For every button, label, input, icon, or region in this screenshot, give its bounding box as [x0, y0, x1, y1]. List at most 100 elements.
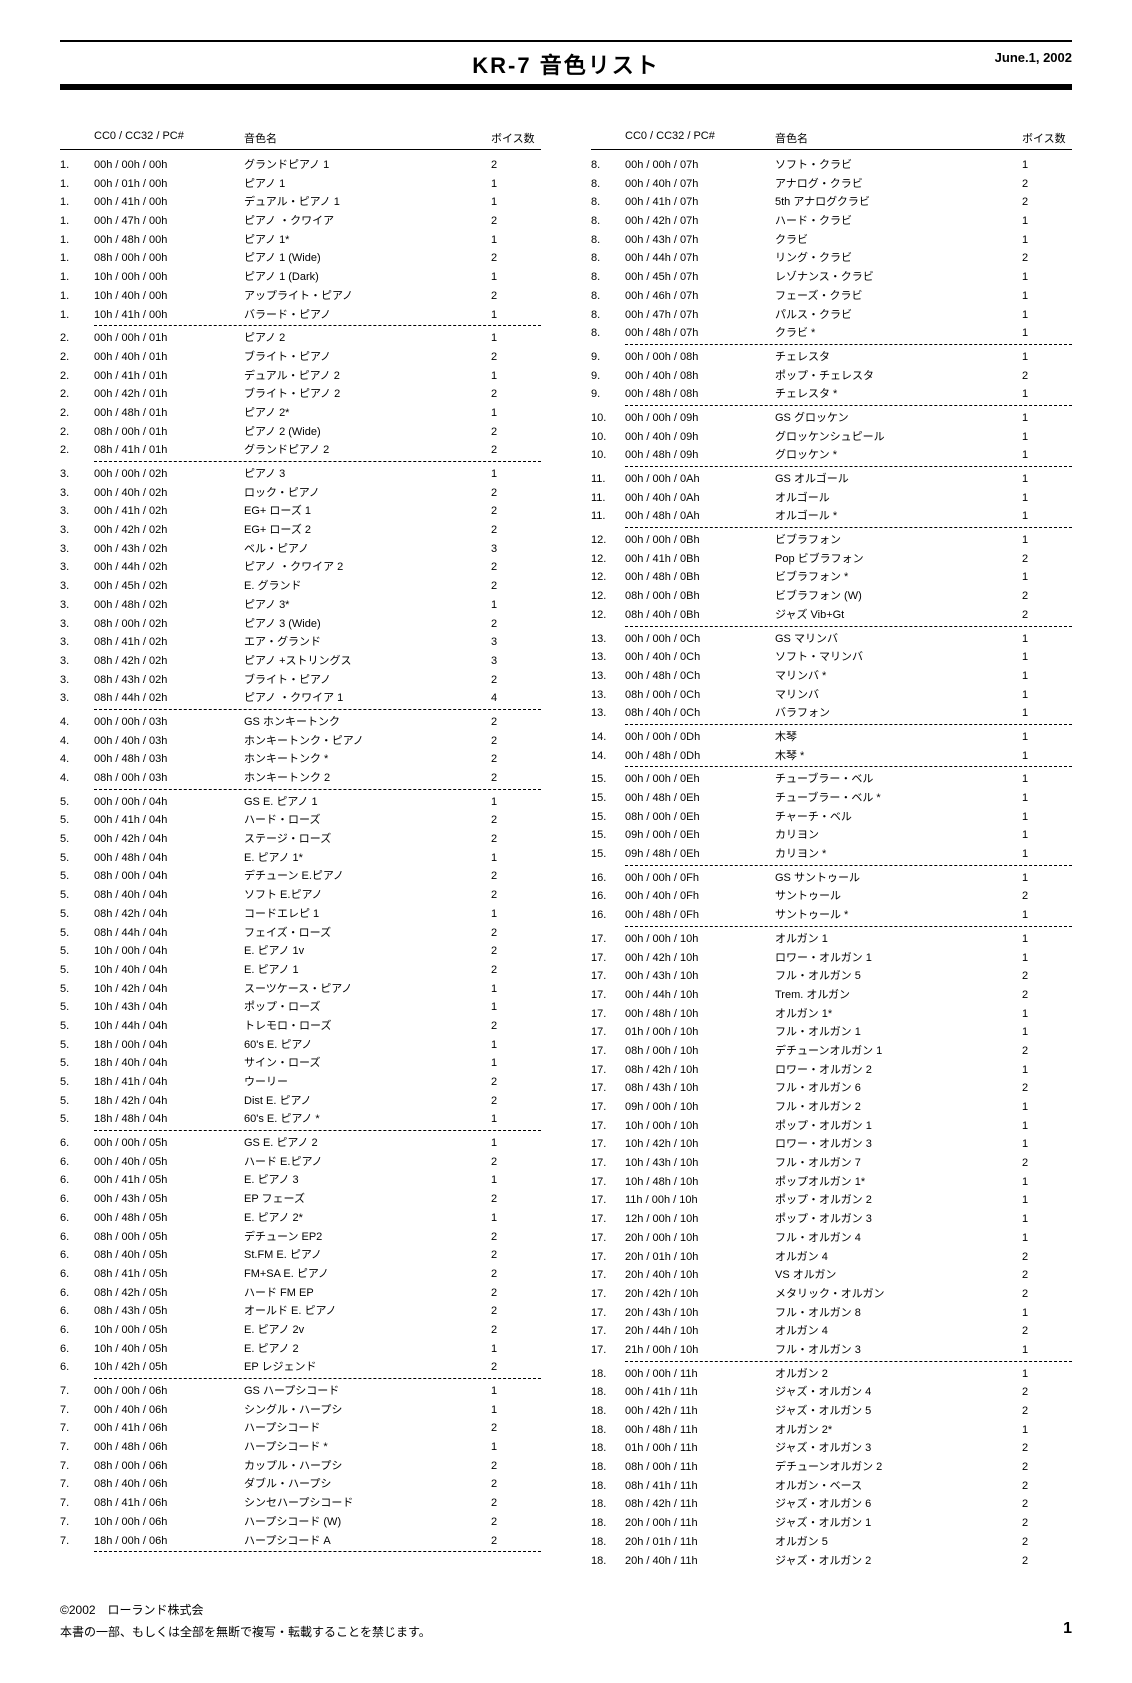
table-row: 7.18h / 00h / 06hハープシコード A2: [60, 1532, 541, 1551]
row-voices: 2: [1022, 1495, 1072, 1514]
table-row: 1.00h / 01h / 00hピアノ 11: [60, 175, 541, 194]
row-name: ダブル・ハープシ: [244, 1475, 491, 1494]
row-name: フル・オルガン 4: [775, 1229, 1022, 1248]
row-index: 3.: [60, 521, 94, 540]
row-name: ビブラフォン: [775, 531, 1022, 550]
row-voices: 1: [491, 793, 541, 812]
table-row: 6.00h / 48h / 05hE. ピアノ 2*1: [60, 1209, 541, 1228]
row-index: 8.: [591, 249, 625, 268]
table-row: 5.10h / 44h / 04hトレモロ・ローズ2: [60, 1017, 541, 1036]
row-voices: 2: [491, 615, 541, 634]
row-index: 5.: [60, 961, 94, 980]
row-name: デュアル・ピアノ 1: [244, 193, 491, 212]
row-cc: 08h / 00h / 01h: [94, 423, 244, 442]
row-name: E. ピアノ 2*: [244, 1209, 491, 1228]
group-divider: [94, 1551, 541, 1552]
row-name: スーツケース・ピアノ: [244, 980, 491, 999]
table-row: 11.00h / 00h / 0AhGS オルゴール1: [591, 470, 1072, 489]
group-divider: [625, 865, 1072, 866]
row-index: 3.: [60, 671, 94, 690]
row-cc: 00h / 00h / 0Eh: [625, 770, 775, 789]
row-index: 6.: [60, 1190, 94, 1209]
row-voices: 2: [1022, 587, 1072, 606]
row-name: E. ピアノ 1: [244, 961, 491, 980]
row-name: デュアル・ピアノ 2: [244, 367, 491, 386]
row-index: 17.: [591, 1061, 625, 1080]
row-index: 7.: [60, 1494, 94, 1513]
row-name: アナログ・クラビ: [775, 175, 1022, 194]
row-index: 18.: [591, 1477, 625, 1496]
row-voices: 3: [491, 540, 541, 559]
row-voices: 1: [1022, 348, 1072, 367]
row-voices: 1: [1022, 949, 1072, 968]
row-index: 6.: [60, 1171, 94, 1190]
row-voices: 1: [1022, 324, 1072, 343]
row-cc: 10h / 41h / 00h: [94, 306, 244, 325]
row-index: 17.: [591, 1248, 625, 1267]
row-index: 17.: [591, 1117, 625, 1136]
row-name: ビブラフォン *: [775, 568, 1022, 587]
row-voices: 1: [1022, 1304, 1072, 1323]
row-name: ポップ・オルガン 2: [775, 1191, 1022, 1210]
row-voices: 4: [491, 689, 541, 708]
row-voices: 1: [1022, 385, 1072, 404]
row-index: 17.: [591, 1173, 625, 1192]
row-index: 6.: [60, 1265, 94, 1284]
row-cc: 00h / 00h / 08h: [625, 348, 775, 367]
table-row: 3.00h / 43h / 02hベル・ピアノ3: [60, 540, 541, 559]
row-cc: 00h / 43h / 07h: [625, 231, 775, 250]
row-name: ポップ・オルガン 1: [775, 1117, 1022, 1136]
row-name: EG+ ローズ 2: [244, 521, 491, 540]
row-voices: 1: [1022, 667, 1072, 686]
row-index: 5.: [60, 1054, 94, 1073]
row-voices: 2: [1022, 1514, 1072, 1533]
row-voices: 2: [491, 769, 541, 788]
row-index: 1.: [60, 268, 94, 287]
row-name: デチューン E.ピアノ: [244, 867, 491, 886]
row-index: 1.: [60, 156, 94, 175]
row-cc: 00h / 00h / 03h: [94, 713, 244, 732]
row-voices: 1: [491, 329, 541, 348]
table-row: 1.10h / 00h / 00hピアノ 1 (Dark)1: [60, 268, 541, 287]
row-index: 17.: [591, 1322, 625, 1341]
row-voices: 1: [1022, 845, 1072, 864]
row-voices: 2: [491, 750, 541, 769]
row-voices: 1: [491, 980, 541, 999]
row-voices: 2: [491, 1475, 541, 1494]
row-name: 木琴: [775, 728, 1022, 747]
table-row: 17.08h / 42h / 10hロワー・オルガン 21: [591, 1061, 1072, 1080]
row-index: 12.: [591, 568, 625, 587]
row-name: フェイズ・ローズ: [244, 924, 491, 943]
row-name: 60's E. ピアノ *: [244, 1110, 491, 1129]
table-row: 3.00h / 44h / 02hピアノ ・クワイア 22: [60, 558, 541, 577]
row-index: 8.: [591, 268, 625, 287]
row-voices: 1: [491, 1438, 541, 1457]
table-row: 17.00h / 42h / 10hロワー・オルガン 11: [591, 949, 1072, 968]
row-voices: 1: [1022, 268, 1072, 287]
row-cc: 00h / 48h / 07h: [625, 324, 775, 343]
group-divider: [94, 1378, 541, 1379]
row-index: 5.: [60, 811, 94, 830]
row-name: VS オルガン: [775, 1266, 1022, 1285]
row-cc: 00h / 41h / 07h: [625, 193, 775, 212]
row-index: 1.: [60, 175, 94, 194]
row-cc: 08h / 00h / 00h: [94, 249, 244, 268]
row-name: ポップ・オルガン 3: [775, 1210, 1022, 1229]
row-voices: 2: [491, 1302, 541, 1321]
row-voices: 2: [1022, 1439, 1072, 1458]
row-name: ハープシコード: [244, 1419, 491, 1438]
row-cc: 00h / 43h / 05h: [94, 1190, 244, 1209]
row-name: デチューンオルガン 1: [775, 1042, 1022, 1061]
content-columns: CC0 / CC32 / PC# 音色名 ボイス数 1.00h / 00h / …: [60, 130, 1072, 1570]
row-name: バラード・ピアノ: [244, 306, 491, 325]
row-name: ピアノ 2 (Wide): [244, 423, 491, 442]
row-index: 1.: [60, 231, 94, 250]
row-voices: 2: [491, 671, 541, 690]
row-name: ジャズ・オルガン 4: [775, 1383, 1022, 1402]
row-cc: 10h / 40h / 00h: [94, 287, 244, 306]
table-row: 2.08h / 41h / 01hグランドピアノ 22: [60, 441, 541, 460]
row-cc: 00h / 48h / 04h: [94, 849, 244, 868]
row-voices: 2: [491, 287, 541, 306]
row-index: 5.: [60, 849, 94, 868]
row-cc: 08h / 42h / 05h: [94, 1284, 244, 1303]
